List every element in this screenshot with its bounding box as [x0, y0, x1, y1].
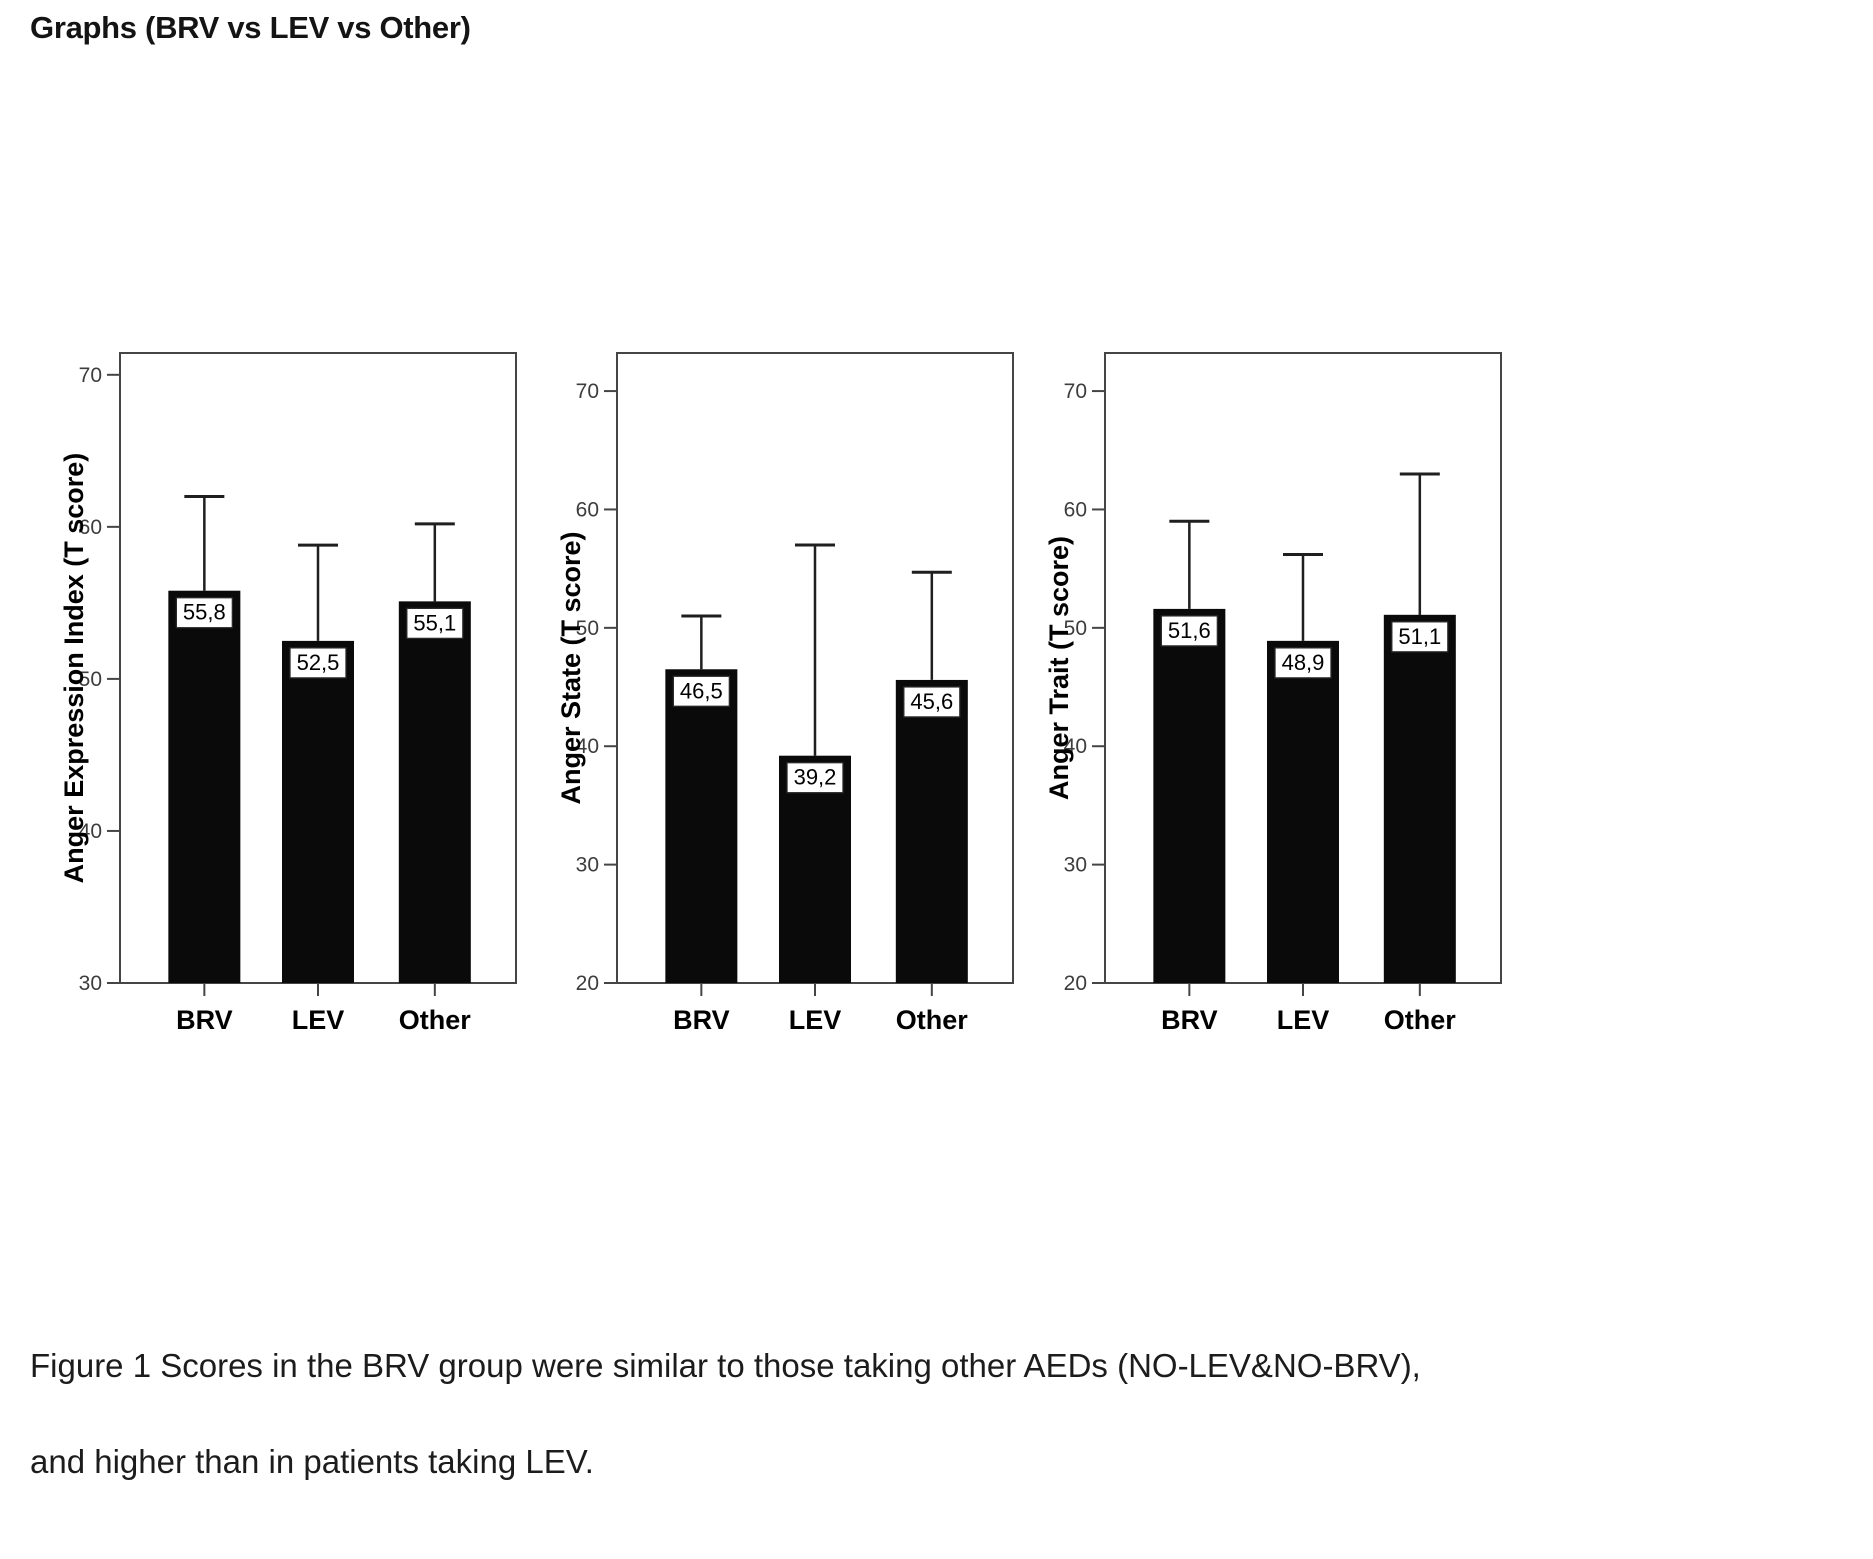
value-label-LEV: 39,2	[794, 765, 837, 790]
y-tick-label: 30	[79, 972, 102, 995]
bar-BRV	[1153, 608, 1226, 983]
value-label-box-BRV	[672, 675, 730, 707]
y-axis-title: Anger State (T score)	[556, 531, 586, 804]
y-tick-label: 70	[79, 364, 102, 387]
caption-line-1: Figure 1 Scores in the BRV group were si…	[30, 1347, 1421, 1384]
y-axis-title: Anger Expression Index (T score)	[59, 453, 89, 884]
value-label-box-LEV	[1274, 647, 1332, 679]
value-label-box-Other	[406, 607, 464, 640]
figure-caption: Figure 1 Scores in the BRV group were si…	[30, 1318, 1421, 1510]
value-label-box-Other	[1391, 621, 1449, 653]
y-axis-title: Anger Trait (T score)	[1044, 536, 1074, 800]
value-label-box-BRV	[1160, 615, 1218, 647]
value-label-Other: 45,6	[910, 689, 953, 714]
x-axis-label-BRV: BRV	[176, 1005, 233, 1035]
value-label-BRV: 46,5	[680, 678, 723, 703]
x-axis-label-BRV: BRV	[1161, 1005, 1218, 1035]
x-axis-label-Other: Other	[399, 1005, 472, 1035]
value-label-Other: 51,1	[1398, 624, 1441, 649]
value-label-box-BRV	[175, 597, 233, 629]
y-tick-label: 20	[1064, 972, 1087, 995]
x-axis-label-LEV: LEV	[1277, 1005, 1330, 1035]
value-label-box-LEV	[786, 762, 844, 794]
x-axis-label-LEV: LEV	[292, 1005, 345, 1035]
y-tick-label: 60	[79, 516, 102, 539]
y-tick-label: 50	[576, 617, 599, 640]
bar-LEV	[282, 640, 354, 983]
caption-line-2: and higher than in patients taking LEV.	[30, 1443, 594, 1480]
y-tick-label: 70	[576, 380, 599, 403]
y-tick-label: 40	[576, 735, 599, 758]
chart-anger-state: 20 30 40 50 60 70 Anger State (T score) 46,5 BRV…	[556, 352, 1014, 1035]
y-tick-label: 50	[1064, 617, 1087, 640]
x-axis-label-Other: Other	[1384, 1005, 1457, 1035]
bar-Other	[398, 601, 471, 983]
chart-anger-expression-index: 30 40 50 60 70 Anger Expression Index (T scor…	[59, 352, 517, 1035]
x-axis-label-BRV: BRV	[673, 1005, 730, 1035]
bar-LEV	[779, 755, 851, 983]
y-tick-label: 40	[79, 820, 102, 843]
y-tick-label: 60	[1064, 498, 1087, 521]
y-tick-label: 50	[79, 668, 102, 691]
y-tick-label: 30	[576, 854, 599, 877]
y-tick-label: 70	[1064, 380, 1087, 403]
bar-BRV	[168, 590, 241, 983]
y-tick-label: 30	[1064, 854, 1087, 877]
y-tick-label: 40	[1064, 735, 1087, 758]
value-label-Other: 55,1	[413, 610, 456, 635]
x-axis-label-Other: Other	[896, 1005, 969, 1035]
chart-anger-trait: 20 30 40 50 60 70 Anger Trait (T score) 51,6 BRV…	[1044, 352, 1502, 1035]
y-tick-label: 60	[576, 498, 599, 521]
value-label-box-Other	[903, 686, 961, 718]
bar-Other	[895, 679, 968, 983]
bar-Other	[1383, 614, 1456, 983]
page-title: Graphs (BRV vs LEV vs Other)	[30, 10, 471, 45]
value-label-box-LEV	[289, 647, 347, 679]
value-label-BRV: 51,6	[1168, 618, 1211, 643]
value-label-LEV: 52,5	[297, 650, 340, 675]
bar-BRV	[665, 669, 738, 983]
value-label-BRV: 55,8	[183, 600, 226, 625]
bar-LEV	[1267, 640, 1339, 983]
value-label-LEV: 48,9	[1282, 650, 1325, 675]
x-axis-label-LEV: LEV	[789, 1005, 842, 1035]
y-tick-label: 20	[576, 972, 599, 995]
